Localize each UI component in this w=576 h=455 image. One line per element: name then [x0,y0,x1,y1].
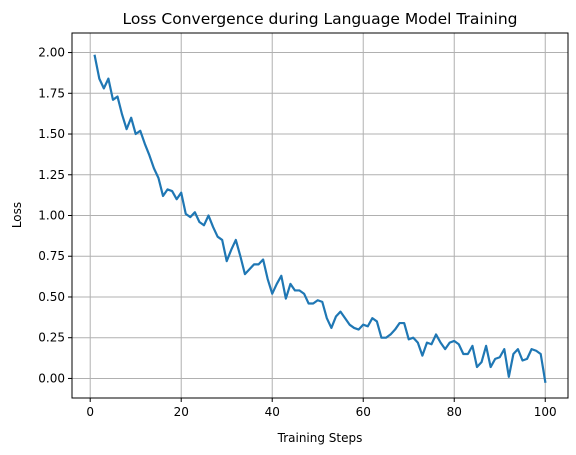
chart-title: Loss Convergence during Language Model T… [122,10,517,28]
x-tick-label: 80 [447,405,462,419]
x-tick-label: 60 [356,405,371,419]
y-tick-label: 0.00 [38,371,65,385]
y-tick-label: 1.25 [38,168,65,182]
ticks-layer: 0 20 40 60 80 100 0.00 0.25 0.50 0.75 1.00 1.25 1.50… [38,46,556,419]
y-tick-label: 0.50 [38,290,65,304]
plot-frame [71,32,569,399]
y-tick-label: 0.75 [38,249,65,263]
y-tick-label: 1.50 [38,127,65,141]
y-tick-label: 0.25 [38,331,65,345]
x-tick-label: 100 [534,405,557,419]
x-tick-label: 20 [174,405,189,419]
y-tick-label: 1.00 [38,209,65,223]
y-tick-label: 2.00 [38,46,65,60]
loss-series-line [93,54,547,383]
y-tick-label: 1.75 [38,86,65,100]
y-axis-label: Loss [10,202,24,228]
x-tick-label: 40 [265,405,280,419]
series-layer [93,54,547,383]
x-tick-label: 0 [86,405,94,419]
grid-layer [72,33,568,398]
x-axis-label: Training Steps [277,431,363,445]
